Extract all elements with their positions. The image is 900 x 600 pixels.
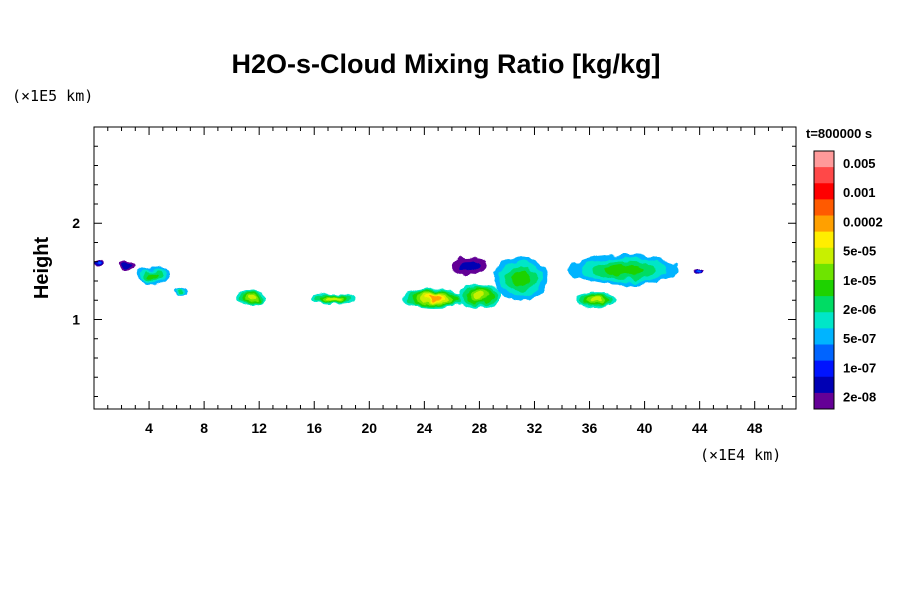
x-tick-label: 32 <box>527 420 543 436</box>
cloud-contour <box>327 297 340 301</box>
x-tick-label: 48 <box>747 420 763 436</box>
cloud-region <box>135 266 170 286</box>
colorbar-frame <box>813 150 835 410</box>
cloud-contour <box>177 289 184 294</box>
colorbar-swatch <box>814 183 834 200</box>
colorbar-label: 5e-07 <box>843 331 876 346</box>
cloud-contour <box>247 295 256 300</box>
cloud-region <box>173 287 188 296</box>
cloud-region <box>575 290 618 308</box>
x-tick-label: 36 <box>582 420 598 436</box>
cloud-contour <box>604 264 644 276</box>
x-tick-label: 28 <box>472 420 488 436</box>
colorbar-swatch <box>814 280 834 297</box>
x-tick-label: 8 <box>200 420 208 436</box>
colorbar-label: 0.0002 <box>843 214 883 229</box>
x-tick-label: 24 <box>417 420 433 436</box>
cloud-region <box>118 259 136 272</box>
colorbar-label: 0.001 <box>843 185 876 200</box>
y-tick-label: 1 <box>72 311 80 327</box>
colorbar-swatch <box>814 392 834 410</box>
colorbar-labels: 0.005 0.001 0.0002 5e-05 1e-05 2e-06 5e-07 1e-0… <box>843 156 883 405</box>
x-tick-label: 40 <box>637 420 653 436</box>
y-tick-labels: 12 <box>72 215 80 327</box>
colorbar-swatch <box>814 296 834 313</box>
colorbar-swatch <box>814 231 834 249</box>
cloud-contour <box>121 262 133 270</box>
colorbar-label: 5e-05 <box>843 244 876 259</box>
colorbar-swatch <box>814 151 834 168</box>
cloud-region <box>451 256 487 277</box>
cloud-contour <box>428 296 442 301</box>
cloud-region <box>403 288 466 308</box>
cloud-region <box>311 292 356 306</box>
colorbar-swatch <box>814 199 834 216</box>
plot-frame <box>93 126 797 410</box>
y-axis-multiplier: (×1E5 km) <box>12 87 93 105</box>
colorbar <box>813 150 835 410</box>
colorbar-label: 1e-05 <box>843 273 876 288</box>
cloud-contour <box>697 270 701 273</box>
colorbar-swatch <box>814 247 834 265</box>
axis-ticks <box>93 127 797 409</box>
colorbar-swatch <box>814 167 834 184</box>
cloud-region <box>568 254 679 286</box>
cloud-region <box>694 269 704 274</box>
cloud-contour <box>590 296 603 302</box>
x-tick-label: 20 <box>362 420 378 436</box>
x-axis-multiplier: (×1E4 km) <box>700 446 781 464</box>
colorbar-swatch <box>814 312 834 329</box>
x-tick-label: 12 <box>251 420 267 436</box>
x-tick-labels: 4 8 12 16 20 24 28 32 36 40 44 48 <box>145 420 763 436</box>
colorbar-swatch <box>814 360 834 378</box>
colorbar-label: 0.005 <box>843 156 876 171</box>
colorbar-swatch <box>814 263 834 281</box>
cloud-contour <box>511 271 531 287</box>
colorbar-swatch <box>814 344 834 362</box>
colorbar-label: 1e-07 <box>843 360 876 375</box>
cloud-contour <box>458 260 480 273</box>
colorbar-label: 2e-06 <box>843 302 876 317</box>
cloud-region <box>94 259 103 267</box>
chart-title: H2O-s-Cloud Mixing Ratio [kg/kg] <box>232 49 661 79</box>
time-label: t=800000 s <box>806 126 872 141</box>
x-tick-label: 44 <box>692 420 708 436</box>
cloud-contour <box>96 262 100 265</box>
cloud-field <box>94 254 704 308</box>
x-tick-label: 4 <box>145 420 153 436</box>
cloud-region <box>237 290 267 306</box>
colorbar-label: 2e-08 <box>843 390 876 405</box>
y-axis-label: Height <box>31 237 53 300</box>
cloud-region <box>493 256 549 301</box>
cloud-contour <box>473 291 486 300</box>
colorbar-swatch <box>814 328 834 345</box>
colorbar-swatch <box>814 215 834 233</box>
y-tick-label: 2 <box>72 215 80 231</box>
cloud-region <box>458 282 501 308</box>
colorbar-swatch <box>814 376 834 394</box>
cloud-contour <box>146 272 159 280</box>
x-tick-label: 16 <box>306 420 322 436</box>
